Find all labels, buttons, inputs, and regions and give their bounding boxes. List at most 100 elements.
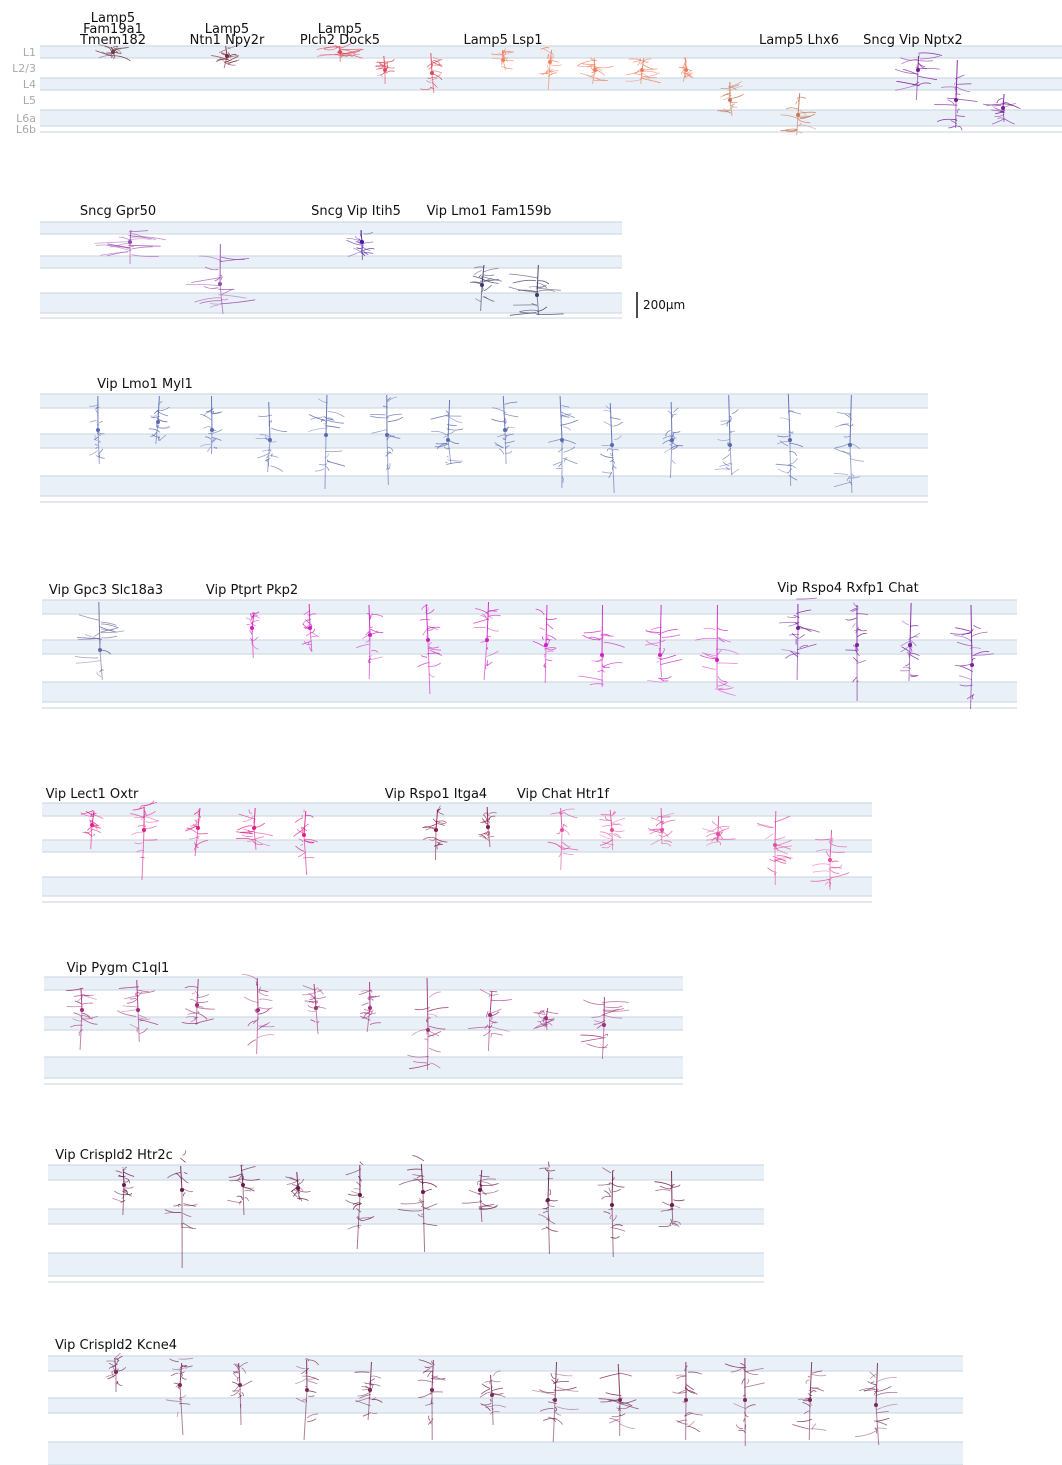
branch — [132, 806, 146, 811]
soma — [544, 1016, 548, 1020]
cell-type-label: Ntn1 Npy2r — [190, 33, 265, 48]
branch — [303, 857, 315, 859]
branch — [601, 1195, 612, 1200]
branch — [950, 120, 958, 125]
branch — [308, 1359, 319, 1366]
branch — [601, 841, 614, 846]
branch — [791, 632, 798, 639]
branch — [197, 809, 200, 813]
branch — [776, 855, 792, 860]
branch — [414, 1007, 430, 1011]
branch — [387, 413, 402, 417]
branch — [490, 1033, 492, 1038]
branch — [128, 244, 161, 247]
branch — [371, 1412, 378, 1414]
soma — [600, 653, 604, 657]
branch — [717, 110, 731, 114]
branch — [902, 666, 912, 670]
branch — [446, 428, 464, 431]
branch — [427, 626, 438, 630]
dendrite — [1002, 93, 1005, 109]
branch — [128, 244, 134, 248]
layer-band — [48, 1209, 764, 1224]
branch — [295, 1397, 306, 1403]
branch — [93, 436, 99, 441]
branch — [619, 1423, 635, 1429]
branch — [429, 839, 436, 841]
branch — [544, 647, 557, 650]
dendrite — [136, 979, 139, 1011]
branch — [232, 1371, 239, 1375]
branch — [563, 456, 568, 462]
branch — [422, 629, 428, 636]
branch — [420, 655, 428, 658]
branch — [99, 420, 103, 423]
branch — [672, 1391, 688, 1394]
branch — [94, 241, 132, 244]
branch — [546, 623, 554, 630]
branch — [306, 1368, 309, 1373]
branch — [253, 636, 259, 642]
branch — [431, 81, 438, 88]
branch — [509, 312, 537, 316]
branch — [492, 1370, 502, 1377]
branch — [994, 113, 1005, 117]
branch — [602, 1046, 608, 1049]
neuron-reconstruction — [230, 1362, 253, 1426]
branch — [695, 637, 717, 641]
branch — [490, 1008, 502, 1014]
neuron-reconstruction — [301, 603, 320, 653]
branch — [811, 1370, 823, 1374]
branch — [357, 1175, 362, 1182]
branch — [508, 286, 537, 293]
branch — [611, 811, 617, 816]
branch — [422, 822, 438, 828]
branch — [134, 816, 146, 818]
branch — [376, 60, 386, 63]
branch — [475, 608, 489, 615]
branch — [447, 424, 457, 426]
branch — [503, 57, 508, 62]
branch — [650, 817, 664, 824]
dendrite — [447, 399, 451, 441]
branch — [851, 473, 855, 479]
branch — [325, 419, 344, 424]
branch — [294, 817, 303, 823]
branch — [549, 58, 553, 61]
branch — [125, 1192, 133, 1196]
neuron-reconstruction — [397, 1155, 438, 1253]
branch — [489, 993, 499, 996]
branch — [76, 637, 102, 640]
branch — [428, 1415, 431, 1422]
soma — [114, 1370, 118, 1374]
branch — [316, 989, 323, 993]
branch — [544, 1018, 555, 1021]
branch — [491, 1021, 498, 1025]
branch — [194, 842, 198, 846]
branch — [430, 1360, 435, 1366]
branch — [646, 630, 661, 633]
neuron-reconstruction — [420, 52, 443, 94]
dendrite — [114, 1357, 117, 1373]
neuron-reconstruction — [672, 1361, 703, 1441]
branch — [478, 1204, 489, 1207]
branch — [479, 1200, 482, 1203]
dendrite — [536, 264, 539, 296]
branch — [261, 449, 272, 452]
branch — [248, 809, 253, 814]
axon — [480, 284, 483, 312]
neuron-reconstruction — [469, 264, 503, 312]
branch — [355, 1400, 371, 1407]
branch — [485, 1406, 491, 1412]
branch — [805, 1379, 810, 1384]
branch — [99, 669, 104, 673]
soma — [156, 420, 160, 424]
branch — [203, 426, 212, 429]
branch — [778, 621, 799, 624]
branch — [577, 65, 596, 67]
branch — [481, 1189, 499, 1194]
branch — [473, 270, 482, 276]
branch — [368, 613, 371, 621]
branch — [110, 54, 113, 59]
branch — [641, 68, 658, 71]
